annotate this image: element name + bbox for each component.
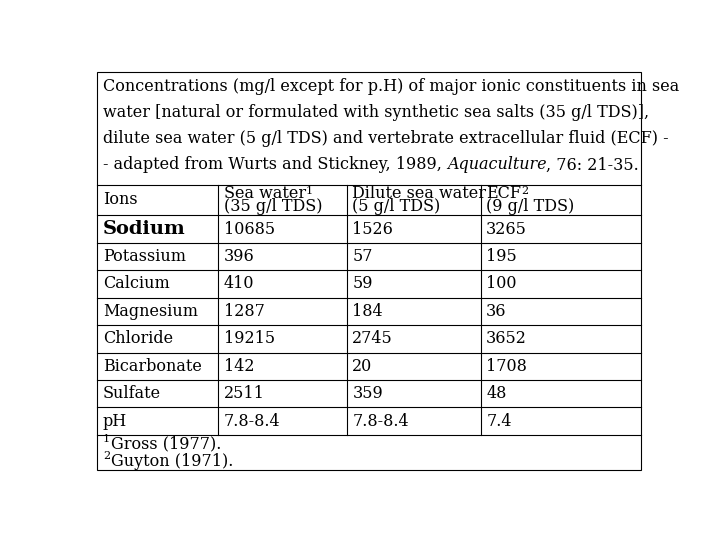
Text: - adapted from Wurts and Stickney, 1989,: - adapted from Wurts and Stickney, 1989, xyxy=(103,157,447,173)
Text: 396: 396 xyxy=(224,248,255,265)
Text: Potassium: Potassium xyxy=(103,248,186,265)
Text: 19215: 19215 xyxy=(224,330,275,347)
Text: Magnesium: Magnesium xyxy=(103,303,198,320)
Text: 1526: 1526 xyxy=(352,220,393,238)
Text: 59: 59 xyxy=(352,275,373,293)
Text: 36: 36 xyxy=(486,303,507,320)
Text: 20: 20 xyxy=(352,358,372,375)
Text: Guyton (1971).: Guyton (1971). xyxy=(111,453,233,470)
Text: 48: 48 xyxy=(486,385,507,402)
Text: 3652: 3652 xyxy=(486,330,527,347)
Text: 1: 1 xyxy=(306,186,313,196)
Text: ECF: ECF xyxy=(486,185,521,202)
Text: 7.4: 7.4 xyxy=(486,413,512,430)
Text: Chloride: Chloride xyxy=(103,330,173,347)
Text: 2: 2 xyxy=(521,186,528,196)
Text: 2511: 2511 xyxy=(224,385,265,402)
Text: water [natural or formulated with synthetic sea salts (35 g/l TDS)],: water [natural or formulated with synthe… xyxy=(103,104,649,122)
Text: 410: 410 xyxy=(224,275,254,293)
Text: 7.8-8.4: 7.8-8.4 xyxy=(352,413,409,430)
Text: 142: 142 xyxy=(224,358,254,375)
Text: Calcium: Calcium xyxy=(103,275,170,293)
Text: Aquaculture: Aquaculture xyxy=(447,157,546,173)
Text: (9 g/l TDS): (9 g/l TDS) xyxy=(486,198,575,214)
Text: , 76: 21-35.: , 76: 21-35. xyxy=(546,157,639,173)
Text: (5 g/l TDS): (5 g/l TDS) xyxy=(352,198,441,214)
Text: 2745: 2745 xyxy=(352,330,393,347)
Text: Gross (1977).: Gross (1977). xyxy=(111,435,222,452)
Text: 1287: 1287 xyxy=(224,303,265,320)
Text: Concentrations (mg/l except for p.H) of major ionic constituents in sea: Concentrations (mg/l except for p.H) of … xyxy=(103,78,679,95)
Text: (35 g/l TDS): (35 g/l TDS) xyxy=(224,198,323,214)
Text: 7.8-8.4: 7.8-8.4 xyxy=(224,413,281,430)
Text: Bicarbonate: Bicarbonate xyxy=(103,358,202,375)
Text: Sea water: Sea water xyxy=(224,185,306,202)
Text: 100: 100 xyxy=(486,275,517,293)
Text: pH: pH xyxy=(103,413,127,430)
Text: 1: 1 xyxy=(103,434,110,443)
Text: 359: 359 xyxy=(352,385,383,402)
Text: 195: 195 xyxy=(486,248,517,265)
Text: 10685: 10685 xyxy=(224,220,275,238)
Text: Sulfate: Sulfate xyxy=(103,385,161,402)
Text: dilute sea water (5 g/l TDS) and vertebrate extracellular fluid (ECF) -: dilute sea water (5 g/l TDS) and vertebr… xyxy=(103,130,668,147)
Text: 1708: 1708 xyxy=(486,358,527,375)
Text: Ions: Ions xyxy=(103,192,138,208)
Text: Dilute sea water: Dilute sea water xyxy=(352,185,486,202)
Text: 184: 184 xyxy=(352,303,383,320)
Text: 3265: 3265 xyxy=(486,220,527,238)
Text: 2: 2 xyxy=(103,451,110,461)
Text: 57: 57 xyxy=(352,248,373,265)
Text: Sodium: Sodium xyxy=(103,220,186,238)
